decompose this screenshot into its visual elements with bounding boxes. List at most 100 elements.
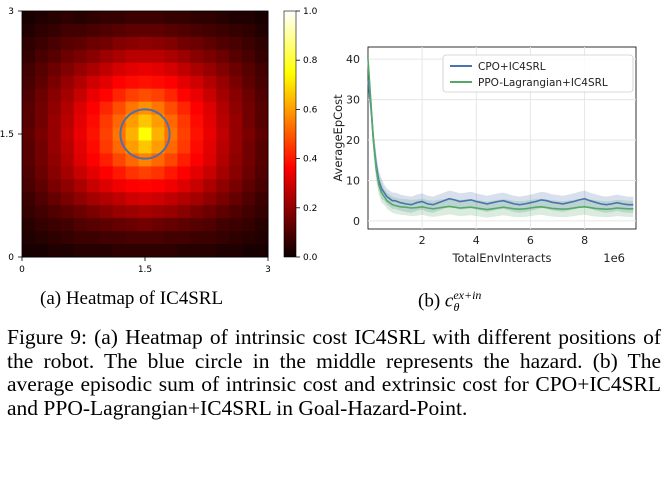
heatmap-cell: [255, 153, 269, 167]
heatmap-cell: [229, 127, 243, 141]
subcaption-b-subscript: θ: [453, 300, 460, 315]
heatmap-cell: [151, 205, 165, 219]
heatmap-cell: [125, 88, 140, 103]
heatmap-cell: [86, 231, 101, 245]
heatmap-cell: [255, 218, 269, 232]
heatmap-cell: [203, 205, 217, 219]
heatmap-cell: [177, 140, 191, 154]
heatmap-cell: [216, 205, 230, 219]
heatmap-cell: [164, 205, 178, 219]
x-tick-label: 8: [581, 234, 588, 247]
heatmap-cell: [99, 23, 114, 38]
heatmap-cell: [151, 166, 165, 180]
heatmap-cell: [242, 166, 256, 180]
heatmap-cell: [47, 62, 62, 77]
heatmap-cell: [164, 244, 178, 258]
heatmap-cell: [73, 192, 88, 206]
heatmap-cell: [151, 49, 165, 64]
heatmap-cell: [229, 192, 243, 206]
heatmap-cell: [86, 244, 101, 258]
heatmap-cell: [242, 179, 256, 193]
heatmap-cell: [22, 88, 36, 103]
heatmap-cell: [47, 231, 62, 245]
heatmap-cell: [138, 153, 152, 167]
heatmap-cell: [229, 114, 243, 129]
heatmap-cell: [138, 205, 152, 219]
heatmap-cell: [125, 49, 140, 64]
heatmap-cell: [242, 153, 256, 167]
heatmap-cell: [112, 244, 127, 258]
heatmap-cell: [229, 101, 243, 116]
heatmap-cell: [203, 23, 217, 38]
heatmap-cell: [216, 36, 230, 51]
heatmap-cell: [99, 205, 114, 219]
heatmap-cell: [99, 153, 114, 167]
heatmap-cell: [86, 88, 101, 103]
heatmap-cell: [203, 192, 217, 206]
heatmap-cell: [112, 205, 127, 219]
heatmap-cell: [60, 62, 75, 77]
heatmap-cell: [229, 75, 243, 90]
heatmap-cell: [216, 88, 230, 103]
heatmap-cell: [229, 23, 243, 38]
heatmap-cell: [164, 218, 178, 232]
heatmap-cell: [73, 114, 88, 129]
heatmap-cell: [138, 75, 152, 90]
heatmap-cell: [34, 127, 49, 141]
figure-caption: Figure 9: (a) Heatmap of intrinsic cost …: [7, 325, 661, 420]
colorbar-ticks: 0.0 0.2 0.4 0.6 0.8 1.0: [296, 7, 318, 263]
heatmap-cell: [22, 205, 36, 219]
heatmap-cell: [255, 23, 269, 38]
heatmap-cell: [86, 140, 101, 154]
heatmap-cell: [99, 101, 114, 116]
y-tick-label: 10: [346, 174, 360, 187]
heatmap-cell: [190, 140, 204, 154]
heatmap-cell: [73, 231, 88, 245]
heatmap-cell: [203, 88, 217, 103]
heatmap-cell: [255, 62, 269, 77]
heatmap-cell: [177, 231, 191, 245]
heatmap-cell: [125, 11, 140, 25]
heatmap-cell: [60, 49, 75, 64]
heatmap-cell: [34, 23, 49, 38]
heatmap-cell: [60, 101, 75, 116]
heatmap-cell: [177, 36, 191, 51]
heatmap-cell: [99, 192, 114, 206]
heatmap-cell: [177, 49, 191, 64]
heatmap-cell: [22, 62, 36, 77]
y-tick-label: 0: [8, 253, 14, 263]
heatmap-cell: [190, 75, 204, 90]
heatmap-cell: [138, 11, 152, 25]
heatmap-cell: [242, 88, 256, 103]
heatmap-cell: [22, 166, 36, 180]
heatmap-cell: [47, 23, 62, 38]
heatmap-cell: [190, 11, 204, 25]
heatmap-cell: [164, 127, 178, 141]
heatmap-cell: [60, 218, 75, 232]
heatmap-cell: [242, 75, 256, 90]
heatmap-cell: [216, 127, 230, 141]
heatmap-cell: [203, 179, 217, 193]
heatmap-cell: [216, 231, 230, 245]
heatmap-cell: [203, 166, 217, 180]
heatmap-cell: [138, 101, 152, 116]
heatmap-cell: [112, 36, 127, 51]
heatmap-cell: [190, 62, 204, 77]
heatmap-cell: [47, 218, 62, 232]
heatmap-cell: [125, 179, 140, 193]
subcaption-b-superscript: ex+in: [453, 288, 482, 302]
heatmap-cell: [34, 101, 49, 116]
heatmap-cell: [216, 166, 230, 180]
heatmap-cell: [86, 11, 101, 25]
heatmap-cell: [177, 192, 191, 206]
heatmap-cell: [255, 179, 269, 193]
heatmap-cell: [151, 179, 165, 193]
heatmap-cell: [112, 101, 127, 116]
heatmap-cell: [34, 153, 49, 167]
heatmap-cell: [255, 114, 269, 129]
y-tick-label: 1.5: [0, 130, 14, 140]
heatmap-cell: [73, 62, 88, 77]
heatmap-cell: [177, 205, 191, 219]
heatmap-cell: [34, 244, 49, 258]
